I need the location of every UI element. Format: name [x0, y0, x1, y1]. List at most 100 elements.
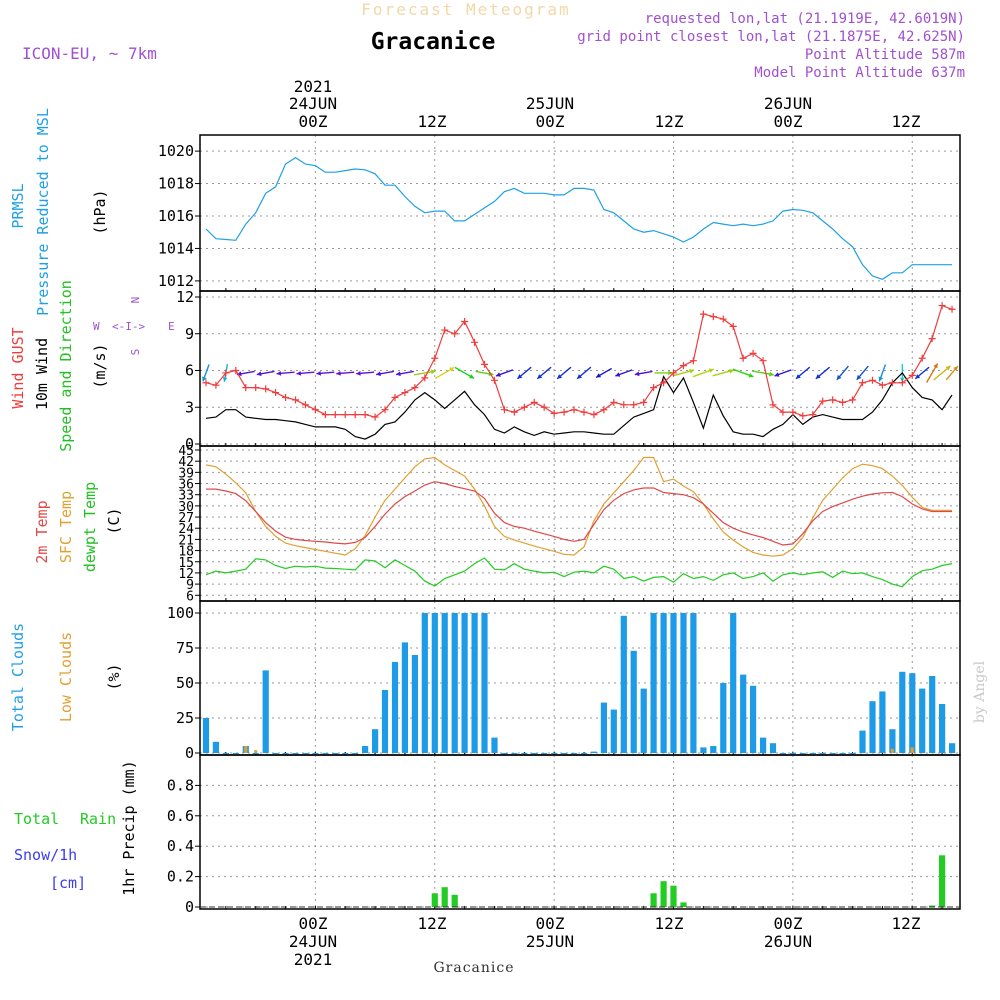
- wind-direction-arrowhead: [634, 371, 640, 377]
- wind-label-speed: 10m Wind: [33, 338, 51, 410]
- cloud-bar: [292, 753, 299, 754]
- y-tick-label: 1014: [158, 239, 194, 257]
- wind-gust-marker: [799, 412, 807, 420]
- cloud-bar: [580, 753, 588, 754]
- wind-gust-marker: [749, 349, 757, 357]
- wind-direction-arrowhead: [376, 371, 381, 377]
- wind-gust-marker: [729, 322, 737, 330]
- temp-label-2m: 2m Temp: [33, 500, 51, 563]
- bottom-year: 2021: [294, 950, 333, 969]
- wind-gust-marker: [520, 403, 528, 411]
- y-tick-label: 1018: [158, 175, 194, 193]
- wind-gust-marker: [739, 354, 747, 362]
- wind-direction-arrowhead: [769, 371, 774, 377]
- panel-frame-pressure: [199, 134, 961, 292]
- panel-frame-clouds: [199, 600, 961, 756]
- wind-direction-arrowhead: [449, 367, 455, 372]
- precip-label-unit: 1hr Precip (mm): [120, 760, 138, 895]
- cloud-bar: [740, 674, 747, 753]
- wind-direction-arrowhead: [316, 371, 321, 376]
- cloud-bar: [859, 730, 866, 753]
- wind-gust-marker: [699, 310, 707, 318]
- wind-direction-arrowhead: [856, 374, 862, 380]
- wind-gust-marker: [898, 379, 906, 387]
- compass-east: E: [168, 320, 175, 333]
- grid-point-coords: grid point closest lon,lat (21.1875E, 42…: [577, 29, 965, 45]
- cloud-bar: [342, 753, 349, 754]
- wind-gust-marker: [232, 367, 240, 374]
- clouds-label-unit: (%): [105, 663, 123, 690]
- low-cloud-bar: [254, 750, 258, 753]
- cloud-bar: [541, 753, 548, 754]
- wind-direction-arrowhead: [795, 374, 801, 379]
- wind-gust-marker: [391, 393, 399, 401]
- cloud-bar: [421, 613, 428, 753]
- wind-label-unit: (m/s): [91, 343, 109, 388]
- cloud-bar: [610, 709, 617, 753]
- wind-direction-arrowhead: [537, 374, 543, 379]
- wind-direction-arrowhead: [933, 363, 938, 369]
- cloud-bar: [620, 615, 627, 753]
- cloud-bar: [372, 729, 379, 753]
- cloud-bar: [561, 753, 568, 754]
- y-tick-label: 0: [185, 744, 194, 762]
- y-tick-label: 3: [185, 398, 194, 416]
- wind-gust-marker: [262, 385, 270, 393]
- cloud-bar: [332, 753, 339, 754]
- location-title: Gracanice: [371, 29, 496, 55]
- cloud-bar: [401, 642, 408, 753]
- y-tick-label: 45: [178, 444, 194, 459]
- cloud-bar: [799, 753, 806, 754]
- cloud-bar: [779, 753, 786, 754]
- wind-gust-marker: [481, 360, 489, 368]
- cloud-bar: [362, 746, 369, 753]
- wind-gust-marker: [530, 398, 538, 406]
- point-altitude: Point Altitude 587m: [805, 47, 965, 63]
- model-altitude: Model Point Altitude 637m: [754, 65, 965, 81]
- top-tick-6: 12Z: [892, 112, 921, 131]
- cloud-bar: [929, 676, 936, 753]
- cloud-bar: [212, 741, 219, 753]
- wind-gust-marker: [620, 401, 628, 409]
- wind-direction-arrowhead: [557, 374, 563, 379]
- wind-gust-marker: [759, 357, 767, 365]
- wind-gust-marker: [719, 315, 727, 323]
- wind-gust-marker: [640, 398, 648, 406]
- wind-gust-marker: [252, 384, 260, 392]
- bottom-tick-6: 12Z: [892, 914, 921, 933]
- wind-direction-arrowhead: [953, 366, 958, 371]
- y-tick-label: 30: [178, 500, 194, 515]
- top-date-1: 24JUN: [289, 94, 337, 113]
- wind-gust-marker: [222, 369, 230, 377]
- rain-bar: [451, 894, 458, 907]
- wind-gust-marker: [679, 362, 687, 370]
- wind-gust-marker: [212, 381, 220, 389]
- wind-gust-marker: [291, 396, 299, 404]
- cloud-bar: [451, 613, 458, 753]
- cloud-bar: [819, 753, 826, 754]
- cloud-bar: [710, 746, 717, 753]
- cloud-bar: [750, 685, 757, 753]
- wind-gust-marker: [600, 406, 608, 414]
- wind-direction-arrowhead: [396, 371, 401, 377]
- cloud-bar: [600, 702, 607, 753]
- bottom-tick-1: 00Z: [299, 914, 328, 933]
- cloud-bar: [302, 753, 309, 754]
- top-tick-1: 00Z: [299, 112, 328, 131]
- cloud-bar: [869, 701, 876, 753]
- cloud-bar: [879, 691, 886, 753]
- wind-direction-arrowhead: [469, 374, 475, 379]
- wind-direction-arrowhead: [202, 376, 207, 382]
- temp-label-dewpt: dewpt Temp: [81, 482, 99, 572]
- wind-gust-marker: [928, 335, 936, 343]
- y-tick-label: 50: [176, 674, 194, 692]
- precip-label-cm: [cm]: [50, 874, 86, 892]
- wind-gust-marker: [411, 384, 419, 392]
- low-cloud-bar: [890, 748, 894, 753]
- wind-direction-arrowhead: [495, 372, 501, 377]
- cloud-bar: [690, 613, 697, 753]
- wind-gust-marker: [630, 401, 638, 409]
- cloud-bar: [660, 613, 667, 753]
- wind-gust-marker: [819, 397, 827, 405]
